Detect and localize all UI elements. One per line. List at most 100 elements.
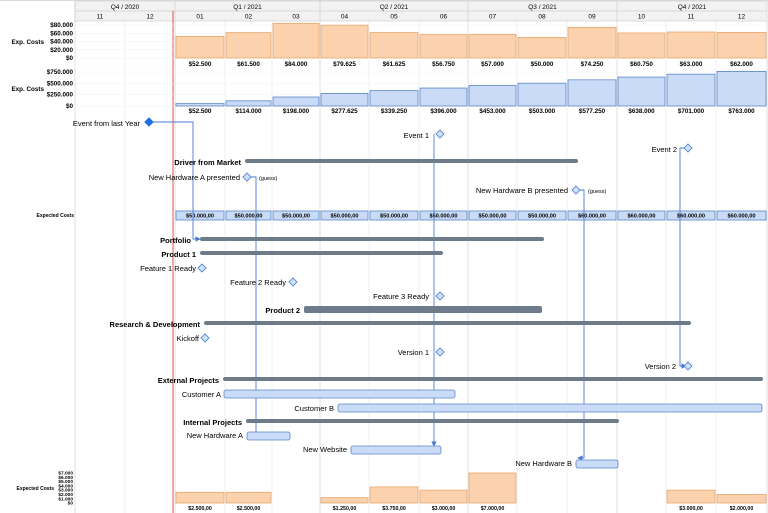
data-label: $61.500 [237,61,260,68]
bar [419,489,468,504]
bar [369,32,419,59]
new-hardware-b-bar[interactable] [575,459,619,469]
internal-projects-bar[interactable] [246,419,619,423]
expected-cost-value: $50.000,00 [186,214,214,220]
portfolio-bar[interactable] [200,237,544,241]
event-last-year-label: Event from last Year [73,119,141,128]
expected-cost-cell [272,210,320,221]
new-hw-b-presented-milestone[interactable] [571,185,581,195]
research-bar[interactable] [204,321,691,325]
data-label: $3.000,00 [432,506,456,512]
y-tick-label: $250.000 [47,92,74,99]
customer-a-label: Customer A [182,390,221,399]
y-tick-label: $40.000 [50,39,73,46]
data-label: $74.250 [581,61,604,68]
customer-a-bar[interactable] [223,389,456,399]
exp-costs-cumulative-chart: Exp. Costs $750.000 $500.000 $250.000 $0 $52.… [11,69,767,115]
kickoff-label: Kickoff [177,334,200,343]
y-tick-label: $3.000 [58,488,73,494]
product2-bar[interactable] [304,306,542,313]
version2-milestone[interactable] [683,361,693,371]
expected-cost-value: $50.000,00 [282,214,310,220]
bar [175,491,225,504]
product1-bar[interactable] [200,251,443,255]
data-label: $3.750,00 [382,506,406,512]
bar [225,491,272,504]
expected-cost-value: $50.000,00 [430,214,458,220]
data-label: $198.000 [283,108,310,115]
version2-label: Version 2 [645,362,676,371]
expected-cost-cell [666,210,716,221]
data-label: $52.500 [189,108,212,115]
data-label: $701.000 [678,108,705,115]
internal-projects-label: Internal Projects [183,418,242,427]
customer-b-bar[interactable] [337,403,763,413]
quarter-label: Q4 / 2021 [678,4,707,11]
data-label: $277.625 [331,108,358,115]
expected-cost-value: $50.000,00 [380,214,408,220]
event2-label: Event 2 [652,145,677,154]
version1-milestone[interactable] [435,347,445,357]
guess-a-note: (guess) [259,176,278,182]
quarter-label: Q1 / 2021 [233,4,262,11]
new-website-bar[interactable] [350,445,442,455]
month-label: 02 [245,14,253,21]
external-projects-bar[interactable] [223,377,763,381]
quarter-label: Q4 / 2020 [111,4,140,11]
y-tick-label: $0 [66,55,74,62]
expected-cost-cell [567,210,617,221]
feature3-milestone[interactable] [435,291,445,301]
expected-cost-value: $50.000,00 [528,214,556,220]
guess-b-note: (guess) [588,189,607,195]
expected-cost-value: $60.000,00 [728,214,756,220]
y-tick-label: $7.000 [58,471,73,477]
event-last-year-milestone[interactable] [144,117,154,127]
month-label: 12 [146,14,154,21]
data-label: $61.625 [383,61,406,68]
month-label: 12 [738,14,746,21]
new-hw-a-presented-milestone[interactable] [242,172,252,182]
expected-cost-cell [617,210,666,221]
event1-label: Event 1 [404,131,429,140]
event2-milestone[interactable] [683,143,693,153]
data-label: $453.000 [479,108,506,115]
bar [716,71,767,107]
data-label: $84.000 [285,61,308,68]
customer-b-label: Customer B [294,404,334,413]
data-label: $52.500 [189,61,212,68]
new-hardware-a-bar[interactable] [246,431,291,441]
expected-cost-value: $50.000,00 [235,214,263,220]
expected-cost-cell [225,210,272,221]
external-projects-label: External Projects [158,376,219,385]
chart-label: Expected Costs [36,213,74,219]
bar [567,26,617,59]
data-label: $339.250 [381,108,408,115]
data-label: $763.000 [728,108,755,115]
data-label: $62.000 [730,61,753,68]
data-label: $638.000 [628,108,655,115]
event1-milestone[interactable] [435,129,445,139]
quarter-label: Q3 / 2021 [528,4,557,11]
arrow-event-last-year-portfolio [150,121,201,242]
bar [320,497,369,504]
y-tick-label: $750.000 [47,69,74,76]
bar [175,35,225,59]
driver-from-market-label: Driver from Market [174,158,241,167]
new-hardware-a-label: New Hardware A [187,431,243,440]
portfolio-label: Portfolio [160,236,191,245]
feature1-milestone[interactable] [197,263,207,273]
bar [666,489,716,504]
driver-from-market-bar[interactable] [245,159,578,163]
bar [517,36,567,59]
bar [225,100,272,107]
bar [272,96,320,107]
data-label: $114.000 [236,108,262,115]
feature2-milestone[interactable] [288,277,298,287]
new-website-label: New Website [303,445,347,454]
y-tick-label: $500.000 [47,80,74,87]
feature2-label: Feature 2 Ready [230,278,286,287]
research-label: Research & Development [110,320,201,329]
kickoff-milestone[interactable] [200,333,210,343]
bar [468,85,517,107]
